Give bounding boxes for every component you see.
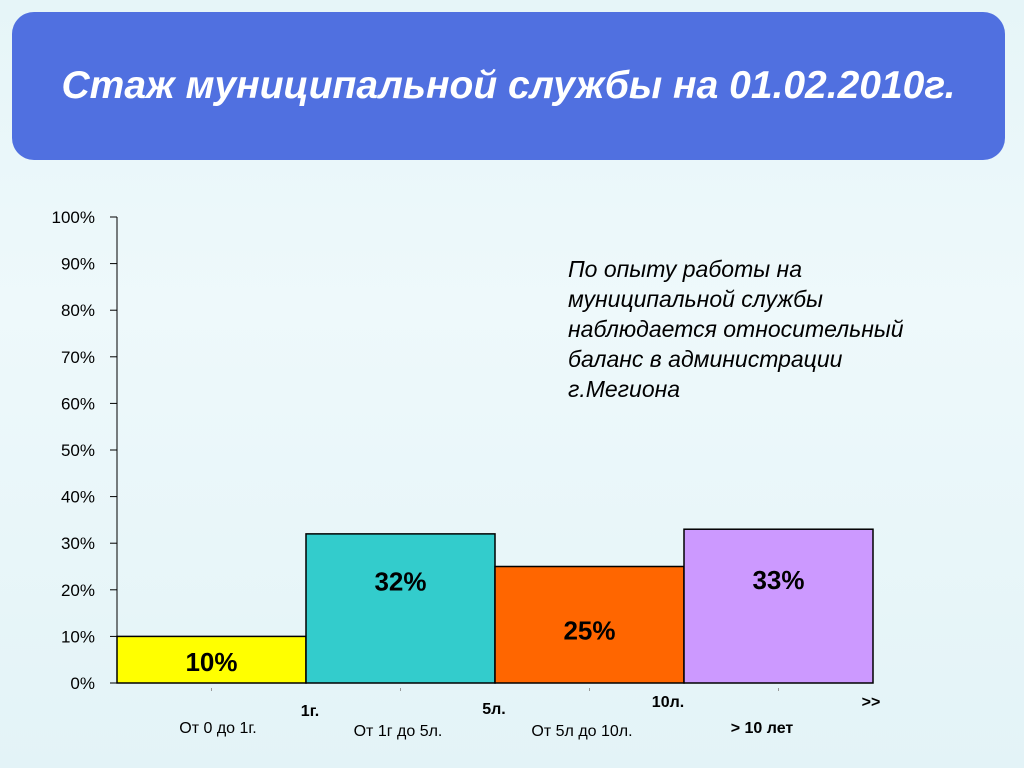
boundary-label: 1г. <box>301 703 319 720</box>
bar-4 <box>683 528 874 684</box>
y-tick-label: 70% <box>61 348 95 367</box>
labels: 10% 32% 25% 33% От 0 до 1г. От 1г до 5л. От 5л… <box>179 565 880 740</box>
y-tick-label: 20% <box>61 581 95 600</box>
y-tick-label: 50% <box>61 441 95 460</box>
category-label: От 5л до 10л. <box>531 723 632 740</box>
data-label: 25% <box>563 616 615 646</box>
title-banner: Стаж муниципальной службы на 01.02.2010г… <box>12 12 1005 160</box>
y-tick-label: 40% <box>61 488 95 507</box>
page-title: Стаж муниципальной службы на 01.02.2010г… <box>61 64 956 107</box>
bars <box>116 528 874 684</box>
y-tick-label: 10% <box>61 627 95 646</box>
bar-3 <box>494 565 685 684</box>
data-label: 10% <box>185 647 237 677</box>
y-tick-label: 100% <box>52 208 95 227</box>
boundary-label: 5л. <box>482 701 506 718</box>
boundary-label: >> <box>862 694 881 711</box>
boundary-label: 10л. <box>652 694 684 711</box>
data-label: 32% <box>374 567 426 597</box>
y-tick-label: 30% <box>61 534 95 553</box>
category-label: > 10 лет <box>731 720 794 737</box>
y-tick-label: 90% <box>61 255 95 274</box>
y-tick-label: 0% <box>70 674 95 693</box>
y-tick-label: 60% <box>61 394 95 413</box>
category-label: От 0 до 1г. <box>179 720 256 737</box>
category-label: От 1г до 5л. <box>354 723 443 740</box>
chart-annotation: По опыту работы на муниципальной службы … <box>568 256 904 402</box>
bar-2 <box>305 533 496 684</box>
bar-1 <box>116 635 307 684</box>
data-label: 33% <box>752 565 804 595</box>
y-tick-label: 80% <box>61 301 95 320</box>
